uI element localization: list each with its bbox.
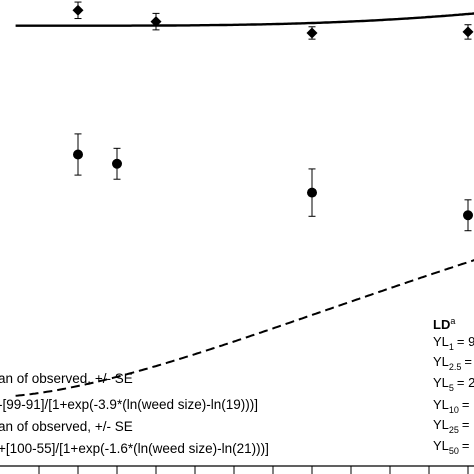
diamond-point xyxy=(462,26,474,38)
ld-row-5: YL5 = 2 xyxy=(433,375,474,393)
observed-points xyxy=(72,1,474,232)
ld-box: LDa YL1= 9 YL2.5= 2 YL5= 2 YL10= YL25= YL50= xyxy=(433,316,474,456)
circle-point xyxy=(73,149,83,160)
ld-row-1: YL1 = 9 xyxy=(433,334,474,352)
legend: an of observed, +/- SE -[99-91]/[1+exp(-3… xyxy=(0,371,269,456)
legend-entry-2: -[99-91]/[1+exp(-3.9*(ln(weed size)-ln(1… xyxy=(0,397,258,412)
fitted-curve-series-2 xyxy=(15,259,474,397)
legend-entry-4: +[100-55]/[1+exp(-1.6*(ln(weed size)-ln(… xyxy=(0,441,269,456)
legend-entry-1: an of observed, +/- SE xyxy=(0,371,133,386)
circle-point xyxy=(463,210,473,221)
ld-row-2.5: YL2.5= 2 xyxy=(433,354,474,372)
ld-row-10: YL10 = xyxy=(433,397,470,415)
x-axis xyxy=(0,465,474,474)
fitted-curve-series-1 xyxy=(15,12,474,27)
circle-point xyxy=(112,158,122,169)
ld-header: LDa xyxy=(433,316,455,332)
diamond-point xyxy=(72,4,84,16)
fitted-curves xyxy=(15,12,474,397)
legend-entry-3: an of observed, +/- SE xyxy=(0,419,133,434)
diamond-point xyxy=(150,16,162,28)
circle-point xyxy=(307,187,317,198)
ld-row-25: YL25 = xyxy=(433,417,470,435)
ld-row-50: YL50 = xyxy=(433,438,470,456)
diamond-point xyxy=(306,27,318,39)
